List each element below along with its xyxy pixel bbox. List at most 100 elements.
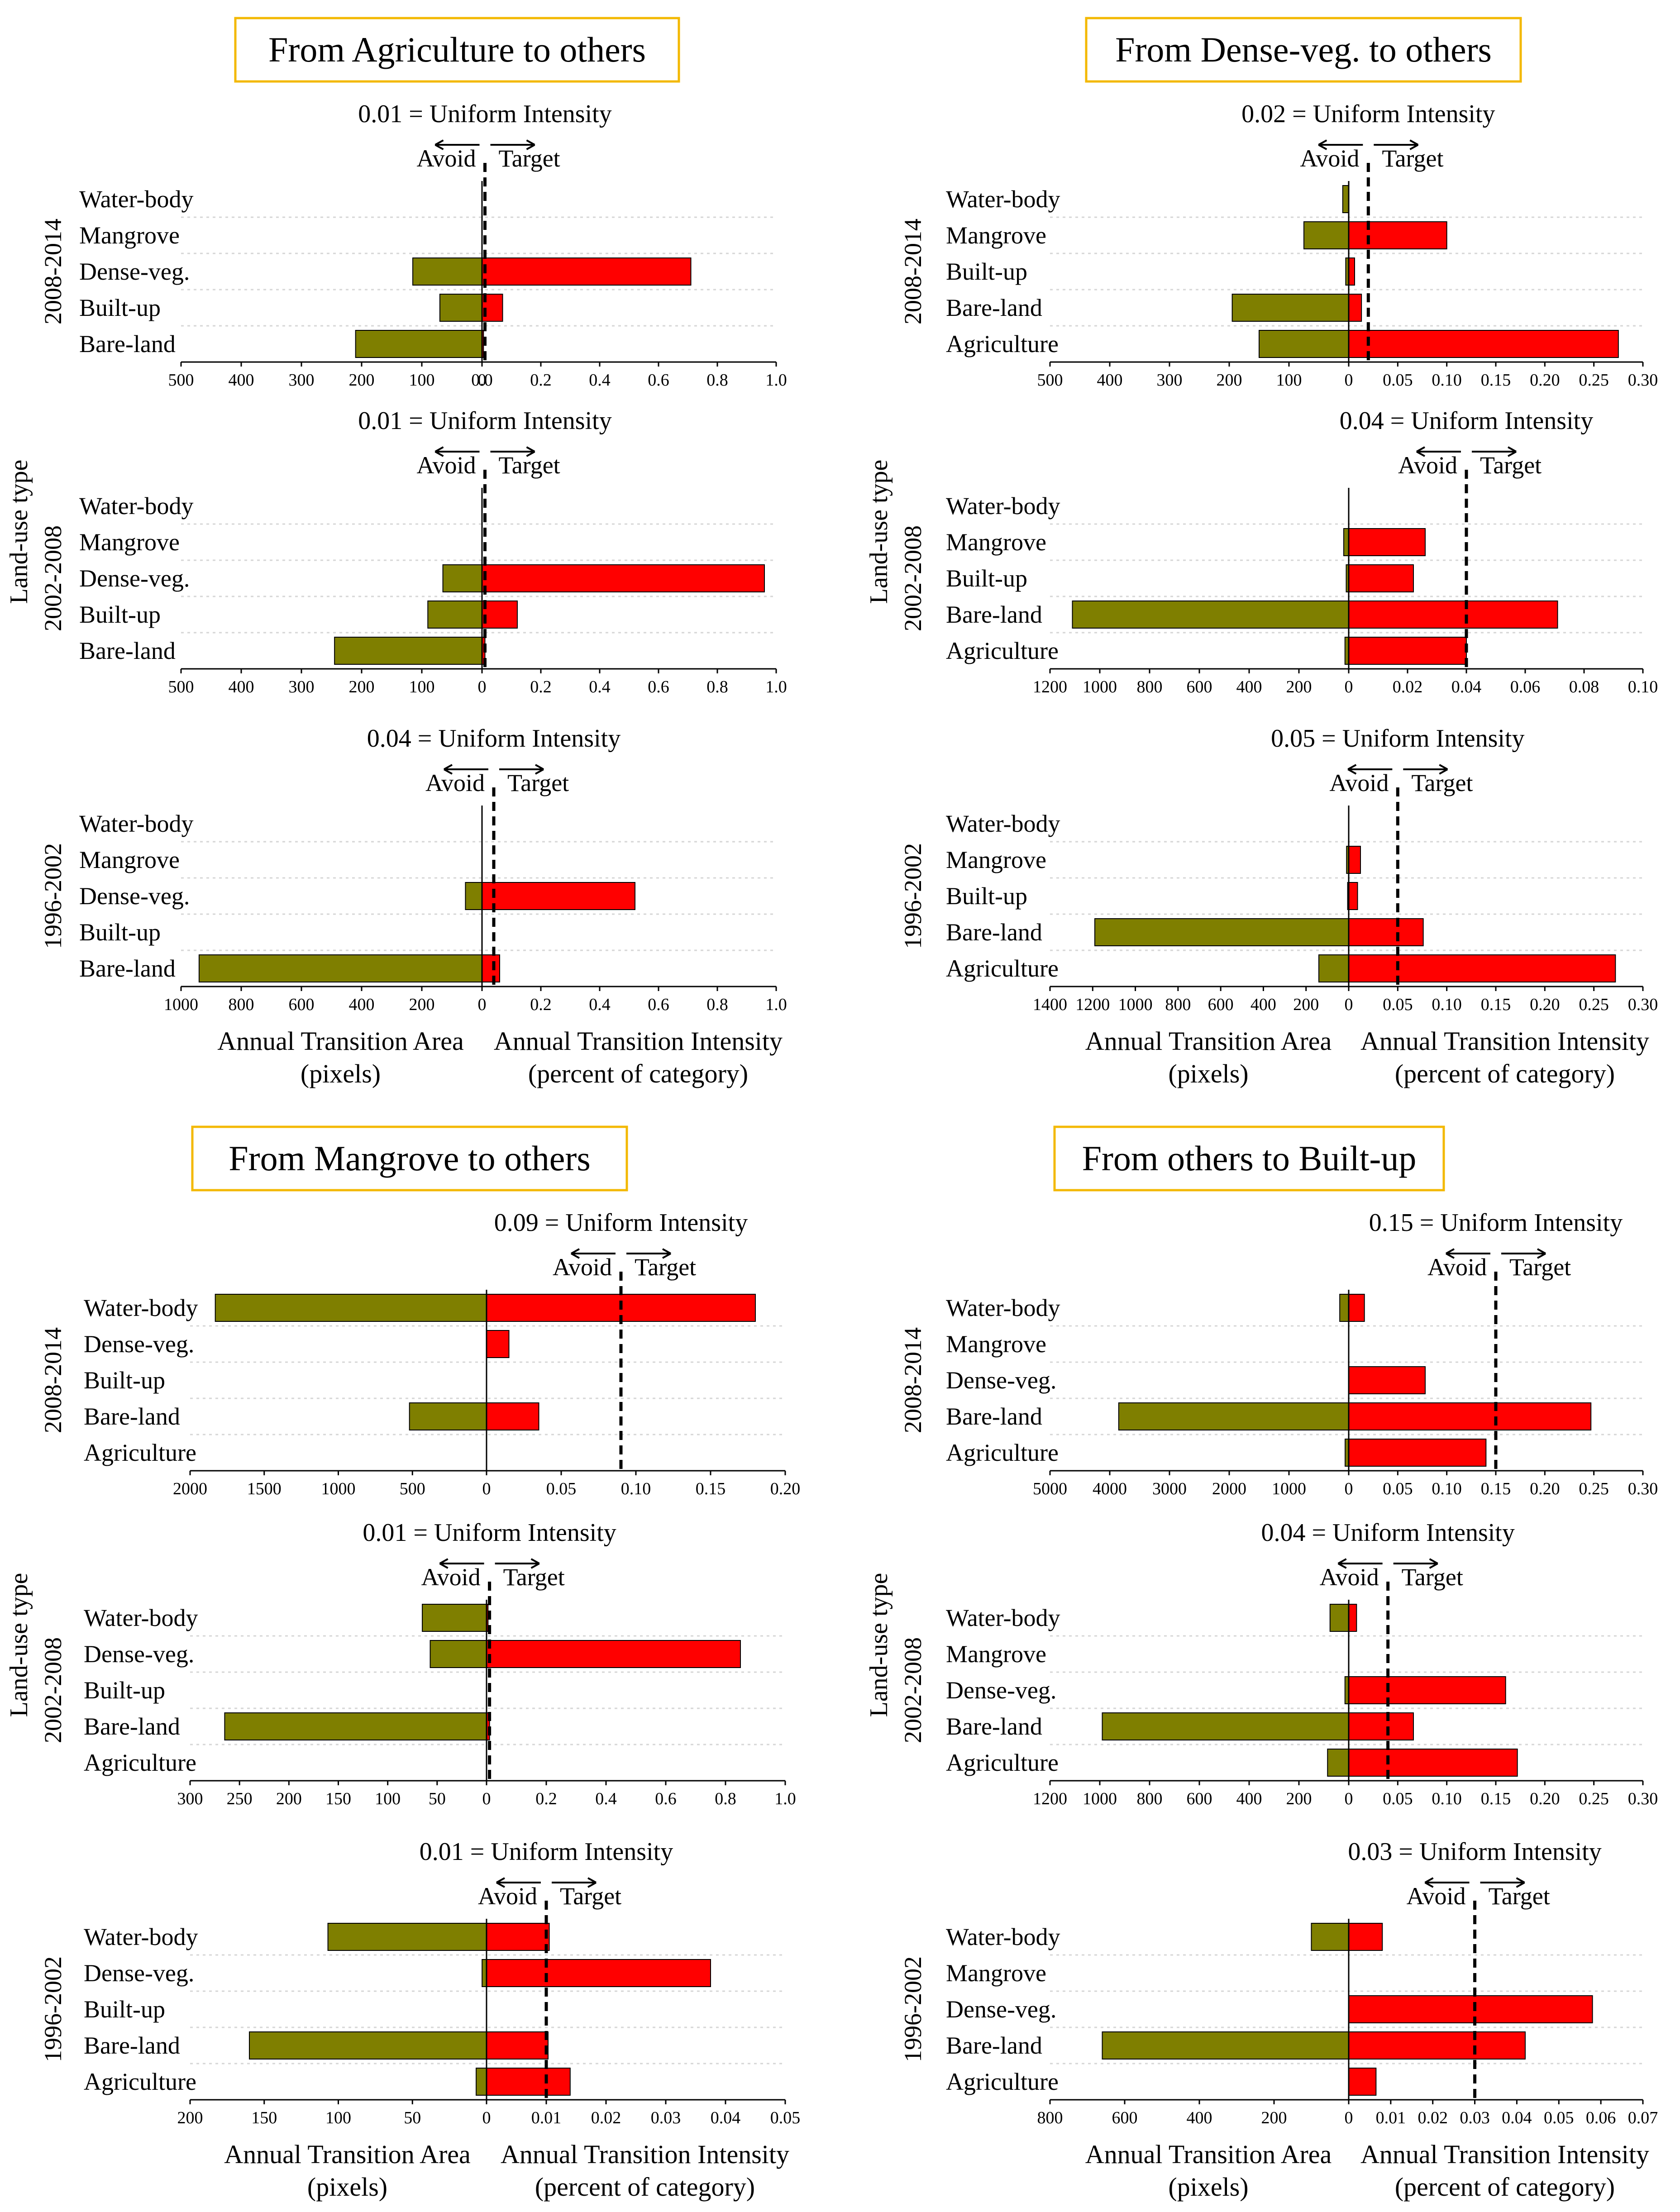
category-label: Dense-veg.	[946, 1367, 1056, 1394]
area-bar-Mangrove	[1343, 528, 1349, 556]
intensity-bar-Built-up	[482, 601, 518, 629]
area-bar-Mangrove	[1303, 221, 1349, 249]
intensity-tick-label: 0.15	[1481, 371, 1511, 390]
area-tick-label: 300	[289, 371, 315, 390]
area-tick-label: 400	[1187, 2108, 1212, 2127]
legend-target: Target	[1402, 1564, 1463, 1591]
period-label: 2008-2014	[899, 1327, 926, 1433]
category-label: Mangrove	[946, 1330, 1046, 1358]
category-label: Water-body	[946, 1604, 1060, 1631]
intensity-bar-Dense-veg.	[482, 257, 692, 286]
legend-target: Target	[1411, 769, 1473, 796]
area-tick-label: 1000	[164, 995, 198, 1014]
category-label: Built-up	[79, 919, 161, 946]
intensity-tick-label: 0.30	[1628, 1789, 1658, 1808]
intensity-tick-label: 0.4	[595, 1789, 617, 1808]
area-bar-Bare-land	[1072, 601, 1349, 629]
panel-2008-2014: 0.15 = Uniform Intensity Avoid Target 2008-…	[899, 1209, 1658, 1498]
intensity-tick-label: 0.10	[1628, 677, 1658, 696]
area-bar-Dense-veg.	[465, 882, 483, 910]
intensity-tick-label: 0.30	[1628, 995, 1658, 1014]
intensity-tick-label: 0.8	[715, 1789, 736, 1808]
category-label: Dense-veg.	[946, 1996, 1056, 2023]
area-tick-label: 200	[1217, 371, 1242, 390]
legend-avoid: Avoid	[421, 1564, 481, 1591]
intensity-tick-label: 0.05	[1383, 1479, 1413, 1498]
area-tick-label: 600	[289, 995, 315, 1014]
intensity-tick-label: 0.25	[1579, 371, 1609, 390]
y-axis-label: Land-use type	[5, 1573, 33, 1717]
intensity-bar-Dense-veg.	[1348, 1995, 1593, 2023]
intensity-bar-Dense-veg.	[482, 882, 635, 910]
intensity-tick-label: 0.10	[1432, 1479, 1462, 1498]
avoid-arrowhead	[1337, 1558, 1347, 1569]
legend-avoid: Avoid	[1407, 1883, 1466, 1910]
category-label: Water-body	[79, 186, 193, 213]
area-tick-label: 0	[478, 995, 487, 1014]
area-bar-Agriculture	[1259, 330, 1349, 358]
area-tick-label: 200	[409, 995, 435, 1014]
area-tick-label: 0	[482, 2108, 491, 2127]
area-tick-label: 800	[1037, 2108, 1063, 2127]
avoid-arrowhead	[571, 1248, 580, 1259]
area-tick-label: 600	[1208, 995, 1234, 1014]
legend-avoid: Avoid	[553, 1254, 612, 1281]
panel-1996-2002: 0.03 = Uniform Intensity Avoid Target 1996-…	[899, 1838, 1658, 2127]
category-label: Water-body	[79, 492, 193, 520]
area-tick-label: 400	[1250, 995, 1276, 1014]
area-tick-label: 200	[1261, 2108, 1287, 2127]
category-label: Mangrove	[79, 529, 180, 556]
area-tick-label: 200	[1286, 677, 1312, 696]
area-bar-Bare-land	[1102, 1712, 1349, 1740]
area-tick-label: 800	[1137, 1789, 1163, 1808]
area-bar-Built-up	[427, 601, 482, 629]
area-tick-label: 400	[229, 371, 254, 390]
legend-target: Target	[1489, 1883, 1550, 1910]
area-tick-label: 100	[375, 1789, 401, 1808]
category-label: Bare-land	[79, 955, 176, 982]
legend-avoid: Avoid	[1329, 769, 1389, 796]
target-arrowhead	[1439, 764, 1448, 775]
x-label-intensity-unit: (percent of category)	[528, 1059, 748, 1088]
area-tick-label: 800	[1165, 995, 1191, 1014]
legend-avoid: Avoid	[1320, 1564, 1379, 1591]
area-tick-label: 500	[168, 677, 194, 696]
intensity-tick-label: 0.02	[591, 2108, 621, 2127]
legend-target: Target	[503, 1564, 565, 1591]
target-arrowhead	[526, 446, 535, 457]
intensity-tick-label: 0.6	[648, 677, 669, 696]
panel-2008-2014: 0.01 = Uniform Intensity Avoid Target 2008-…	[39, 100, 787, 390]
area-tick-label: 0	[482, 1479, 491, 1498]
target-arrowhead	[1429, 1558, 1438, 1569]
intensity-bar-Bare-land	[482, 954, 500, 982]
x-label-intensity-unit: (percent of category)	[1395, 1059, 1615, 1088]
period-label: 1996-2002	[899, 1956, 926, 2062]
intensity-tick-label: 0.8	[706, 371, 728, 390]
intensity-tick-label: 0.05	[1544, 2108, 1574, 2127]
area-bar-Dense-veg.	[442, 564, 482, 592]
x-label-area: Annual Transition Area	[1085, 2140, 1332, 2169]
category-label: Bare-land	[84, 2032, 180, 2059]
category-label: Bare-land	[79, 330, 176, 358]
panel-2002-2008: 0.01 = Uniform Intensity Avoid Target 2002-…	[39, 407, 787, 696]
intensity-tick-label: 0.15	[1481, 995, 1511, 1014]
panel-2002-2008: 0.01 = Uniform Intensity Avoid Target 2002-…	[39, 1519, 796, 1808]
category-label: Water-body	[84, 1294, 198, 1321]
x-label-area: Annual Transition Area	[1085, 1026, 1332, 1056]
area-tick-label: 50	[429, 1789, 446, 1808]
legend-avoid: Avoid	[425, 769, 485, 796]
intensity-tick-label: 0.05	[770, 2108, 801, 2127]
area-tick-label: 200	[349, 371, 375, 390]
legend-avoid: Avoid	[478, 1883, 537, 1910]
panel-2002-2008: 0.04 = Uniform Intensity Avoid Target 2002-…	[899, 1519, 1658, 1808]
area-tick-label: 1200	[1075, 995, 1110, 1014]
area-tick-label: 300	[289, 677, 315, 696]
intensity-tick-label: 0.2	[530, 677, 552, 696]
category-label: Built-up	[84, 1677, 165, 1704]
area-tick-label: 1500	[247, 1479, 282, 1498]
intensity-bar-Agriculture	[1348, 2068, 1377, 2096]
area-tick-label: 1200	[1033, 677, 1067, 696]
category-label: Agriculture	[946, 955, 1059, 982]
